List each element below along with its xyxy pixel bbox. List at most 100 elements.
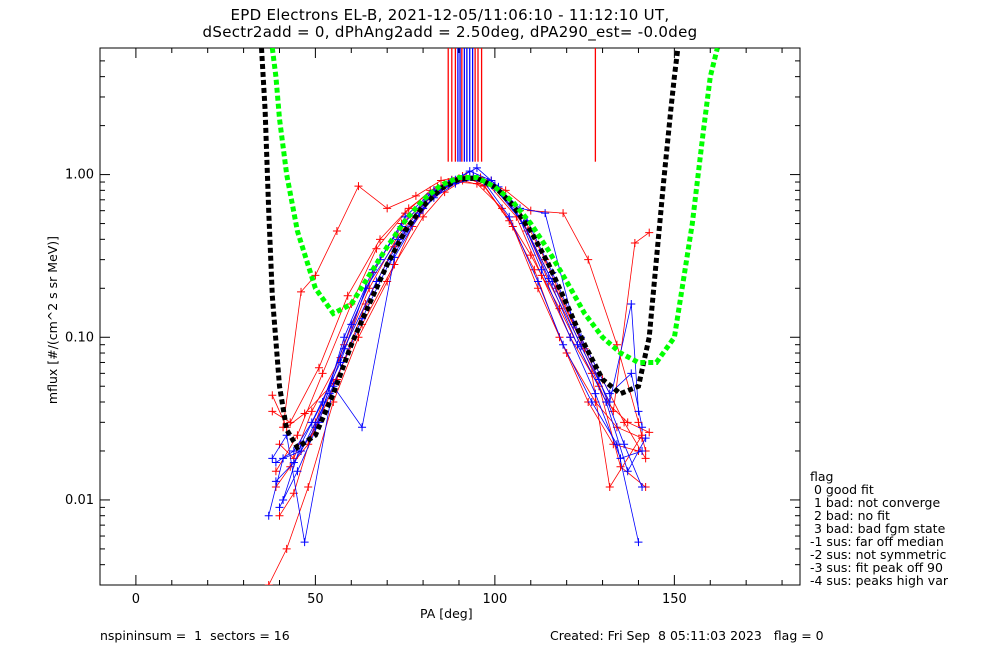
data-point bbox=[404, 204, 413, 213]
data-point bbox=[411, 191, 420, 200]
data-point bbox=[533, 277, 542, 286]
x-axis-label: PA [deg] bbox=[420, 606, 473, 621]
data-point bbox=[638, 483, 647, 492]
y-tick-label: 1.00 bbox=[65, 168, 94, 183]
data-point bbox=[641, 434, 650, 443]
data-point bbox=[336, 358, 345, 367]
data-point bbox=[623, 467, 632, 476]
chart-title: EPD Electrons EL-B, 2021-12-05/11:06:10 … bbox=[230, 6, 670, 24]
series-line bbox=[275, 177, 639, 482]
data-point bbox=[566, 333, 575, 342]
series-line bbox=[275, 170, 643, 488]
data-point bbox=[645, 228, 654, 237]
data-point bbox=[307, 407, 316, 416]
fit-curve bbox=[259, 48, 681, 452]
data-point bbox=[383, 204, 392, 213]
series-line bbox=[272, 177, 646, 452]
data-point bbox=[587, 397, 596, 406]
data-point bbox=[268, 391, 277, 400]
y-tick-label: 0.10 bbox=[65, 330, 94, 345]
legend-item: -1 sus: far off median bbox=[810, 534, 944, 549]
data-point bbox=[271, 467, 280, 476]
data-point bbox=[605, 483, 614, 492]
plot-frame bbox=[99, 47, 801, 586]
data-point bbox=[634, 538, 643, 547]
data-point bbox=[505, 212, 514, 221]
x-tick-label: 50 bbox=[307, 592, 324, 607]
legend-item: 2 bad: no fit bbox=[810, 508, 890, 523]
series-line bbox=[279, 175, 646, 508]
data-point bbox=[354, 182, 363, 191]
data-point bbox=[559, 340, 568, 349]
legend-item: -2 sus: not symmetric bbox=[810, 547, 947, 562]
y-axis-label: mflux [#/(cm^2 s sr MeV)] bbox=[45, 235, 60, 405]
fit-curve bbox=[269, 48, 720, 365]
data-point bbox=[390, 260, 399, 269]
x-tick-label: 150 bbox=[662, 592, 687, 607]
series-line bbox=[279, 175, 646, 460]
data-point bbox=[645, 428, 654, 437]
data-point bbox=[347, 320, 356, 329]
data-point bbox=[286, 418, 295, 427]
data-point bbox=[609, 407, 618, 416]
data-point bbox=[343, 291, 352, 300]
series-line bbox=[271, 175, 643, 543]
data-point bbox=[271, 458, 280, 467]
data-point bbox=[289, 446, 298, 455]
data-point bbox=[437, 176, 446, 185]
data-point bbox=[340, 344, 349, 353]
data-point bbox=[530, 265, 539, 274]
legend-item: -3 sus: fit peak off 90 bbox=[810, 560, 943, 575]
data-point bbox=[264, 581, 273, 585]
legend-item: 0 good fit bbox=[810, 482, 874, 497]
data-point bbox=[620, 440, 629, 449]
data-point bbox=[541, 209, 550, 218]
data-point bbox=[472, 163, 481, 172]
data-point bbox=[268, 454, 277, 463]
data-point bbox=[300, 538, 309, 547]
footer-left: nspininsum = 1 sectors = 16 bbox=[100, 628, 290, 643]
data-point bbox=[279, 454, 288, 463]
data-point bbox=[304, 483, 313, 492]
data-point bbox=[591, 389, 600, 398]
data-point bbox=[271, 477, 280, 486]
data-point bbox=[332, 227, 341, 236]
data-point bbox=[293, 467, 302, 476]
legend-title: flag bbox=[810, 469, 834, 484]
footer-right: Created: Fri Sep 8 05:11:03 2023 flag = … bbox=[550, 628, 824, 643]
data-point bbox=[616, 454, 625, 463]
data-point bbox=[638, 446, 647, 455]
data-point bbox=[282, 544, 291, 553]
legend-item: 3 bad: bad fgm state bbox=[810, 521, 946, 536]
series-line bbox=[279, 178, 650, 516]
x-tick-label: 0 bbox=[132, 592, 140, 607]
data-point bbox=[641, 454, 650, 463]
series-line bbox=[268, 181, 643, 585]
legend-item: -4 sus: peaks high var bbox=[810, 573, 949, 588]
data-point bbox=[623, 418, 632, 427]
data-point bbox=[275, 511, 284, 520]
data-point bbox=[264, 511, 273, 520]
data-point bbox=[634, 407, 643, 416]
data-point bbox=[537, 265, 546, 274]
data-point bbox=[555, 333, 564, 342]
data-point bbox=[627, 300, 636, 309]
data-point bbox=[268, 407, 277, 416]
data-point bbox=[605, 389, 614, 398]
flag-legend: flag 0 good fit 1 bad: not converge 2 ba… bbox=[810, 470, 948, 587]
data-point bbox=[318, 397, 327, 406]
data-point bbox=[358, 423, 367, 432]
data-point bbox=[638, 423, 647, 432]
data-point bbox=[279, 495, 288, 504]
data-point bbox=[314, 363, 323, 372]
data-point bbox=[498, 204, 507, 213]
series-line bbox=[275, 177, 646, 488]
data-point bbox=[605, 397, 614, 406]
data-point bbox=[465, 167, 474, 176]
data-point bbox=[584, 255, 593, 264]
chart-subtitle: dSectr2add = 0, dPhAng2add = 2.50deg, dP… bbox=[202, 23, 698, 41]
data-point bbox=[275, 503, 284, 512]
data-point bbox=[419, 212, 428, 221]
data-point bbox=[311, 271, 320, 280]
